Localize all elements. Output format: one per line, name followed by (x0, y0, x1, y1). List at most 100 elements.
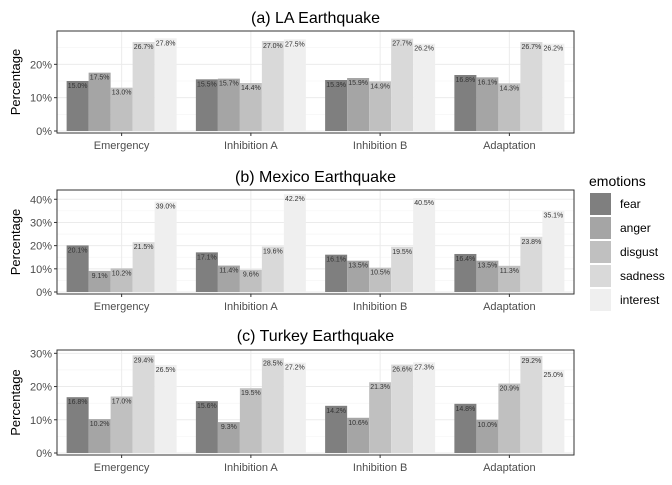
bar-fear-adaptation (454, 403, 477, 453)
bar-fear-inhibition-a (195, 252, 218, 292)
y-tick-label: 0% (36, 448, 52, 460)
bar-sadness-emergency (132, 242, 155, 292)
data-label: 42.2% (285, 196, 305, 203)
y-tick-label: 20% (30, 59, 52, 71)
data-label: 26.2% (543, 46, 563, 53)
legend: emotions fear anger disgust sadness interest (589, 173, 665, 311)
data-label: 10.2% (90, 421, 110, 428)
bar-interest-inhibition-a (283, 39, 306, 132)
bar-disgust-inhibition-a (239, 83, 262, 131)
data-label: 40.5% (414, 200, 434, 207)
bar-interest-adaptation (542, 43, 565, 131)
bar-interest-inhibition-b (413, 362, 436, 453)
legend-label-fear: fear (620, 197, 641, 211)
bar-anger-adaptation (476, 77, 499, 131)
bar-anger-inhibition-b (347, 260, 370, 292)
y-tick-label: 20% (30, 382, 52, 394)
data-label: 15.0% (68, 83, 88, 90)
data-label: 29.4% (134, 357, 154, 364)
bar-fear-emergency (66, 81, 89, 131)
bar-interest-inhibition-a (283, 194, 306, 292)
bar-interest-inhibition-a (283, 362, 306, 453)
legend-key-sadness (590, 265, 611, 287)
bar-sadness-inhibition-b (391, 246, 414, 292)
data-label: 23.8% (521, 239, 541, 246)
bar-interest-inhibition-b (413, 43, 436, 131)
bar-interest-adaptation (542, 369, 565, 453)
legend-label-disgust: disgust (620, 245, 659, 259)
y-axis-label: Percentage (8, 49, 23, 116)
data-label: 17.5% (90, 75, 110, 82)
bar-fear-emergency (66, 245, 89, 292)
data-label: 35.1% (543, 213, 563, 220)
data-label: 14.4% (241, 85, 261, 92)
legend-key-disgust (590, 241, 611, 263)
data-label: 16.8% (455, 77, 475, 84)
bar-disgust-inhibition-a (239, 269, 262, 292)
bar-fear-inhibition-b (325, 405, 348, 453)
y-tick-label: 10% (30, 415, 52, 427)
data-label: 13.5% (477, 263, 497, 270)
y-tick-label: 0% (36, 126, 52, 138)
data-label: 17.0% (112, 399, 132, 406)
bar-fear-emergency (66, 397, 89, 453)
data-label: 9.3% (221, 424, 237, 431)
data-label: 28.5% (263, 360, 283, 367)
bar-disgust-inhibition-a (239, 388, 262, 453)
bar-sadness-inhibition-a (261, 41, 284, 131)
data-label: 9.1% (92, 273, 108, 280)
y-tick-label: 30% (30, 348, 52, 360)
panel-2: 0% 10% 20% 30% 40% 20.1% 9.1% 10.2% 21.5% 39.0% Em… (8, 169, 575, 313)
data-label: 26.5% (156, 367, 176, 374)
data-label: 19.5% (392, 249, 412, 256)
data-label: 21.3% (370, 384, 390, 391)
bar-disgust-inhibition-b (369, 267, 392, 292)
bar-sadness-inhibition-b (391, 364, 414, 453)
data-label: 15.9% (348, 80, 368, 87)
data-label: 26.7% (134, 44, 154, 51)
bar-anger-adaptation (476, 260, 499, 292)
y-tick-label: 20% (30, 241, 52, 253)
data-label: 19.6% (263, 249, 283, 256)
bar-interest-emergency (154, 201, 177, 292)
x-tick-label: Inhibition A (224, 140, 278, 152)
bar-anger-inhibition-b (347, 78, 370, 131)
panel-border (56, 189, 575, 295)
legend-key-fear (590, 193, 611, 215)
bar-fear-adaptation (454, 75, 477, 131)
data-label: 16.1% (326, 257, 346, 264)
data-label: 10.5% (370, 270, 390, 277)
data-label: 27.8% (156, 40, 176, 47)
x-tick-label: Emergency (94, 462, 150, 474)
data-label: 39.0% (156, 204, 176, 211)
bar-anger-inhibition-a (217, 78, 240, 131)
bar-interest-emergency (154, 38, 177, 132)
data-label: 14.3% (499, 85, 519, 92)
y-axis-label: Percentage (8, 369, 23, 436)
panel-3: 0% 10% 20% 30% 16.8% 10.2% 17.0% 29.4%26.5% Emer… (8, 328, 575, 474)
panel-1: 0%10%20%15.0%17.5%13.0%26.7%27.8%Emergen… (8, 10, 575, 152)
data-label: 25.0% (543, 372, 563, 379)
y-tick-label: 10% (30, 264, 52, 276)
data-label: 21.5% (134, 244, 154, 251)
data-label: 20.9% (499, 386, 519, 393)
bar-interest-inhibition-b (413, 198, 436, 292)
panel-border (56, 30, 575, 134)
data-label: 15.5% (197, 81, 217, 88)
legend-label-anger: anger (620, 221, 651, 235)
bar-fear-inhibition-b (325, 254, 348, 292)
bar-fear-inhibition-a (195, 401, 218, 453)
bar-fear-inhibition-a (195, 79, 218, 131)
bar-fear-adaptation (454, 253, 477, 292)
bar-disgust-inhibition-b (369, 382, 392, 453)
data-label: 15.6% (197, 403, 217, 410)
bar-anger-emergency (88, 419, 111, 453)
data-label: 27.5% (285, 41, 305, 48)
data-label: 14.8% (455, 406, 475, 413)
bar-interest-adaptation (542, 210, 565, 292)
data-label: 27.7% (392, 41, 412, 48)
data-label: 20.1% (68, 247, 88, 254)
bar-anger-adaptation (476, 419, 499, 453)
panel-border (56, 349, 575, 456)
